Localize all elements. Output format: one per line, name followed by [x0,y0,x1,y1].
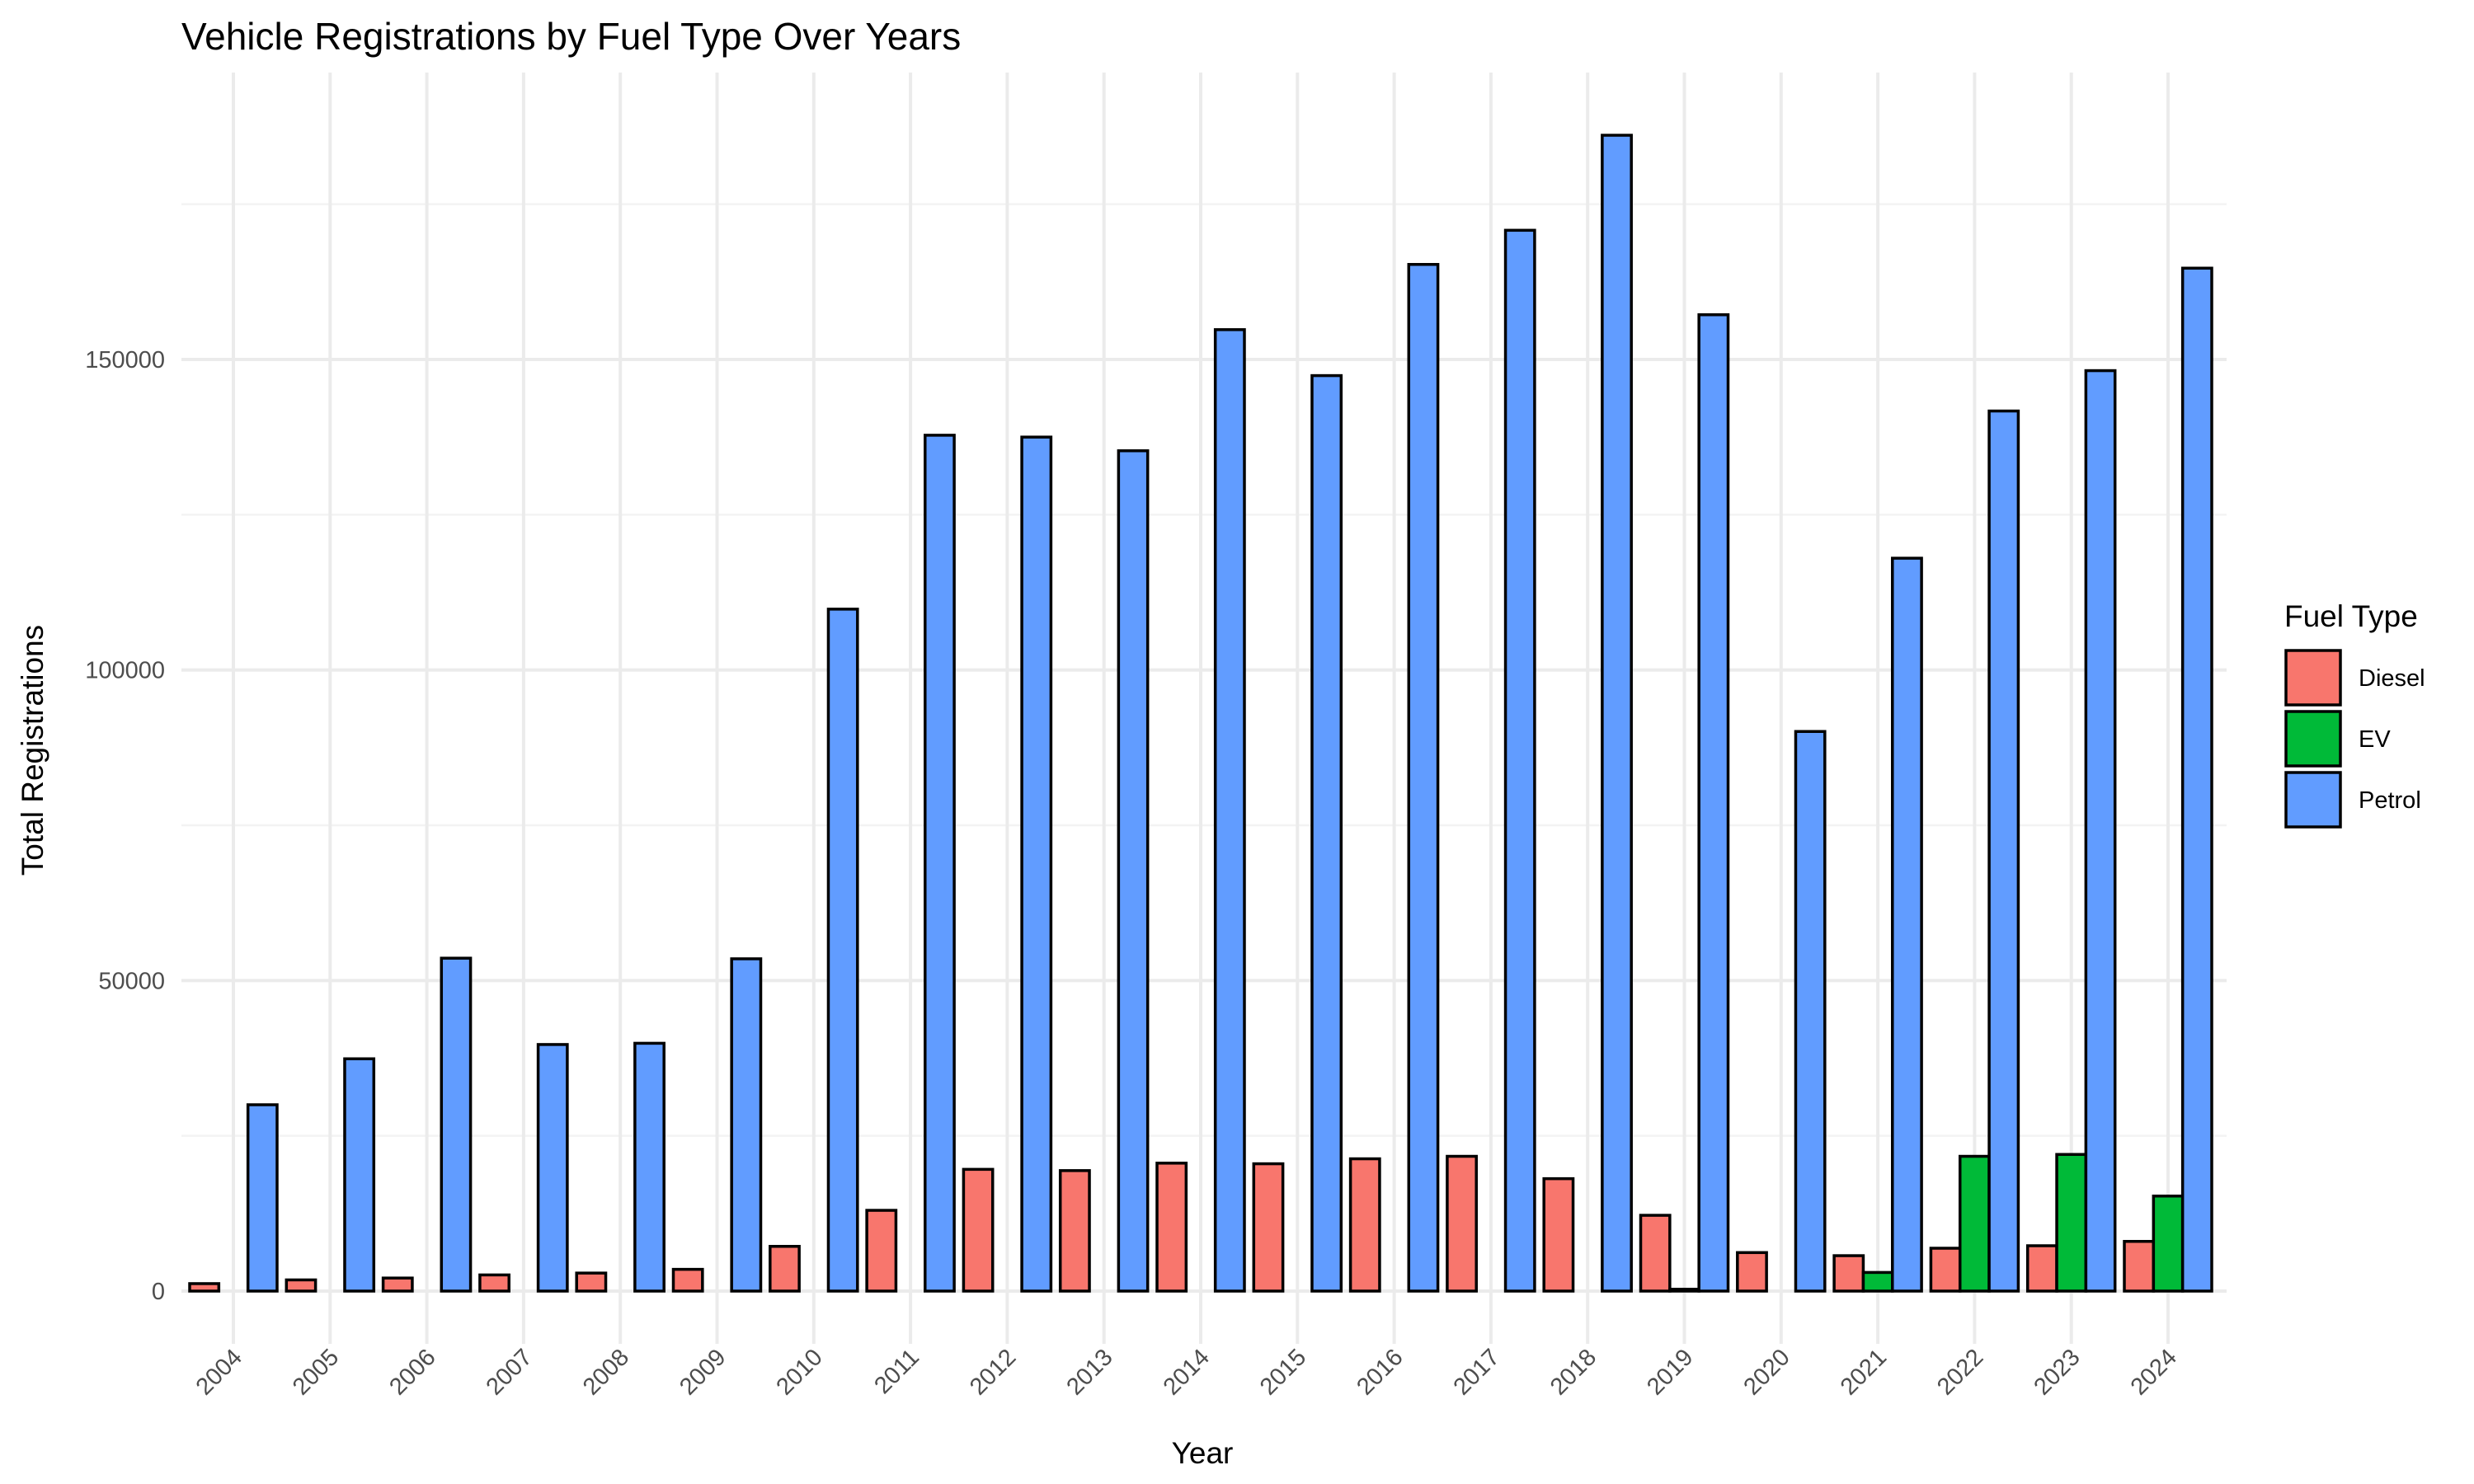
bar-diesel-2022 [1929,1247,1962,1293]
bar-petrol-2013 [1117,448,1150,1293]
x-tick-label: 2012 [965,1344,1021,1400]
bar-diesel-2014 [1155,1162,1188,1293]
y-tick-label: 150000 [85,347,165,373]
legend: Fuel Type Diesel EV Petrol [2284,599,2425,829]
legend-items: Diesel EV Petrol [2284,649,2425,829]
legend-label-petrol: Petrol [2359,787,2421,814]
bar-ev-2023 [2055,1153,2088,1293]
x-tick-label: 2014 [1159,1344,1215,1400]
x-tick-label: 2017 [1449,1344,1505,1400]
legend-label-diesel: Diesel [2359,665,2425,692]
bar-diesel-2019 [1639,1214,1672,1293]
bar-petrol-2006 [440,956,473,1293]
bar-petrol-2018 [1601,134,1633,1293]
x-tick-label: 2016 [1352,1344,1408,1400]
bar-diesel-2008 [575,1271,608,1293]
x-tick-label: 2020 [1739,1344,1795,1400]
bar-petrol-2008 [633,1041,666,1293]
bars [188,134,2213,1293]
bar-petrol-2014 [1213,328,1246,1293]
bar-diesel-2010 [769,1245,801,1293]
x-tick-label: 2011 [869,1344,924,1399]
bar-ev-2022 [1958,1154,1991,1293]
x-tick-label: 2024 [2126,1344,2182,1400]
bar-diesel-2024 [2123,1239,2156,1293]
x-tick-label: 2005 [288,1344,344,1400]
bar-diesel-2018 [1542,1176,1575,1293]
bar-diesel-2020 [1736,1251,1768,1293]
bar-petrol-2007 [536,1043,569,1293]
x-tick-label: 2004 [191,1344,247,1400]
bar-petrol-2004 [246,1103,279,1293]
x-tick-label: 2015 [1255,1344,1311,1400]
x-tick-label: 2010 [772,1344,828,1400]
bar-petrol-2024 [2180,266,2213,1293]
legend-title: Fuel Type [2284,599,2418,633]
x-tick-label: 2023 [2029,1344,2085,1400]
bar-ev-2021 [1861,1270,1894,1293]
bar-petrol-2016 [1407,262,1440,1293]
y-tick-label: 50000 [98,968,165,994]
bar-petrol-2010 [826,608,859,1293]
bar-petrol-2022 [1987,409,2020,1293]
x-tick-label: 2019 [1642,1344,1698,1400]
x-axis-title: Year [1172,1436,1234,1470]
bar-diesel-2016 [1348,1157,1381,1293]
bar-ev-2024 [2152,1194,2185,1293]
x-tick-label: 2018 [1545,1344,1602,1400]
bar-diesel-2011 [865,1209,898,1293]
x-tick-label: 2021 [1836,1344,1892,1400]
y-axis-tick-labels: 0 50000 100000 150000 [85,347,165,1305]
x-tick-label: 2007 [482,1344,538,1400]
legend-key-diesel [2284,649,2342,707]
bar-diesel-2017 [1446,1154,1478,1293]
y-axis-title: Total Registrations [16,625,49,876]
x-tick-label: 2006 [384,1344,440,1400]
x-tick-label: 2009 [675,1344,731,1400]
bar-diesel-2013 [1058,1169,1091,1293]
bar-diesel-2004 [188,1282,221,1293]
bar-petrol-2009 [730,957,763,1293]
bar-diesel-2023 [2025,1244,2058,1293]
bar-diesel-2009 [671,1267,704,1293]
bar-petrol-2005 [343,1057,376,1293]
legend-key-petrol [2284,771,2342,829]
bar-petrol-2017 [1503,228,1536,1293]
bar-diesel-2005 [285,1278,317,1293]
bar-diesel-2006 [381,1276,414,1293]
bar-petrol-2019 [1697,313,1730,1293]
bar-petrol-2020 [1794,730,1827,1293]
y-tick-label: 0 [152,1279,165,1305]
bar-petrol-2023 [2084,369,2117,1293]
bar-diesel-2015 [1252,1162,1285,1293]
x-tick-label: 2008 [578,1344,634,1400]
bar-petrol-2021 [1891,556,1923,1293]
x-tick-label: 2022 [1932,1344,1988,1400]
chart-title: Vehicle Registrations by Fuel Type Over … [181,15,961,58]
x-axis-tick-labels: 2004 2005 2006 2007 2008 2009 2010 2011 2012 2013… [191,1344,2182,1400]
bar-petrol-2015 [1310,373,1343,1293]
bar-petrol-2011 [924,434,956,1293]
grid-major-x [232,73,2170,1344]
bar-ev-2019 [1668,1287,1700,1293]
legend-key-ev [2284,710,2342,768]
bar-diesel-2007 [478,1273,510,1293]
bar-diesel-2021 [1832,1254,1865,1293]
x-tick-label: 2013 [1061,1344,1117,1400]
y-tick-label: 100000 [85,658,165,684]
bar-diesel-2012 [962,1167,995,1293]
bar-petrol-2012 [1020,435,1053,1293]
legend-label-ev: EV [2359,726,2391,753]
